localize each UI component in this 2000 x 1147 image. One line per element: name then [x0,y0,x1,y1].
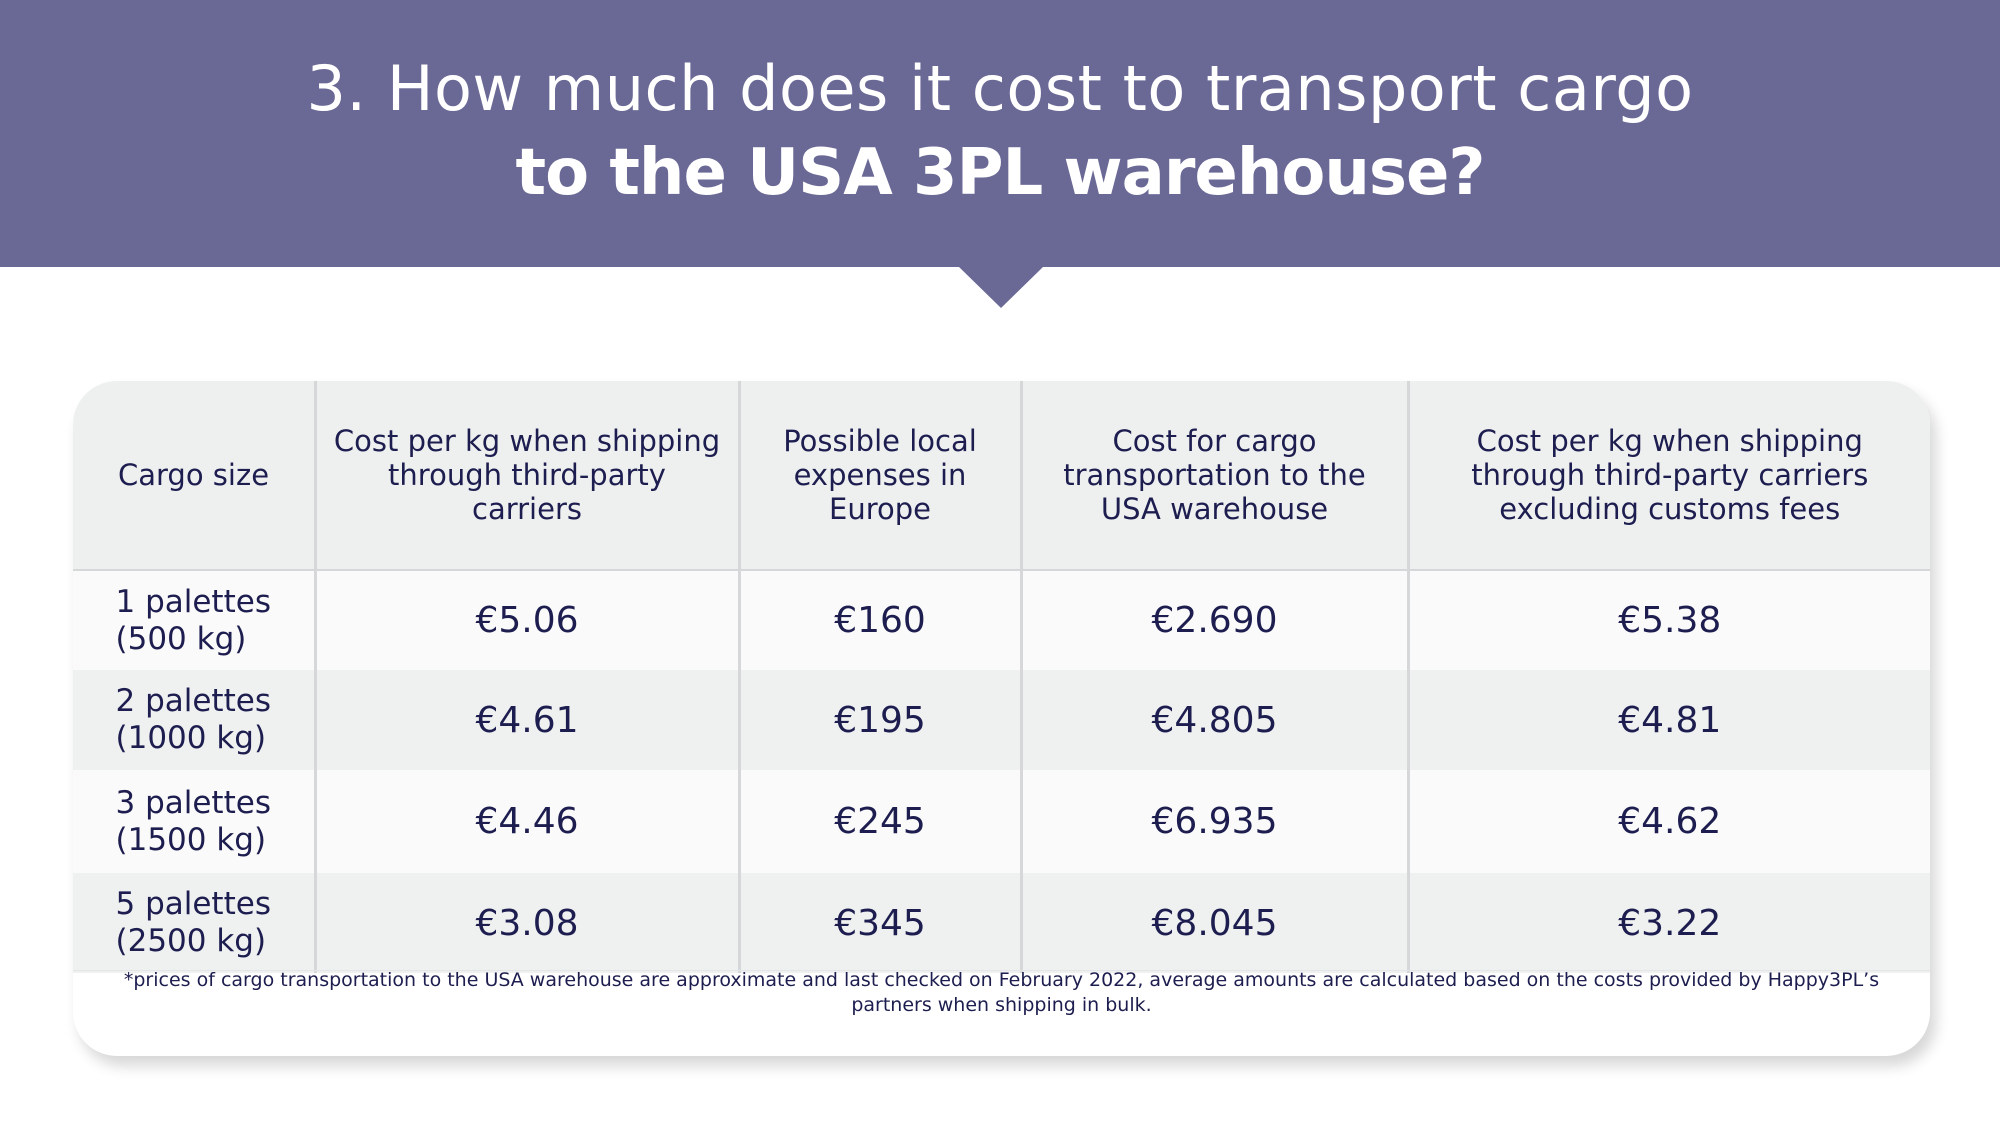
page-title-line2: to the USA 3PL warehouse? [515,136,1485,210]
table-row: 2 palettes (1000 kg) €4.61 €195 €4.805 €4… [73,670,1930,770]
cargo-size-count: 1 palettes [115,583,271,620]
cell-cost-per-kg-excl-customs: €4.81 [1406,670,1930,770]
title-banner: 3. How much does it cost to transport ca… [0,0,2000,267]
cell-transport-cost: €8.045 [1019,873,1408,973]
pricing-table: Cargo size Cost per kg when shipping thr… [73,381,1930,973]
column-header-cost-per-kg: Cost per kg when shipping through third-… [313,381,739,571]
cargo-size-count: 3 palettes [115,784,271,821]
cell-transport-cost: €2.690 [1019,570,1408,670]
table-row: 5 palettes (2500 kg) €3.08 €345 €8.045 €3… [73,873,1930,973]
cargo-size-weight: (2500 kg) [115,923,267,959]
column-header-transport-cost: Cost for cargo transportation to the USA… [1019,381,1408,571]
cell-cost-per-kg-excl-customs: €3.22 [1406,873,1930,973]
cell-cargo-size: 1 palettes (500 kg) [73,570,315,670]
cell-transport-cost: €4.805 [1019,670,1408,770]
column-header-cost-per-kg-excl-customs: Cost per kg when shipping through third-… [1406,381,1930,571]
cell-cargo-size: 3 palettes (1500 kg) [73,770,315,873]
page-title-line1: 3. How much does it cost to transport ca… [306,52,1694,125]
column-header-local-expenses: Possible local expenses in Europe [737,381,1021,571]
cell-cost-per-kg: €4.46 [313,770,739,873]
cell-cost-per-kg-excl-customs: €4.62 [1406,770,1930,873]
cargo-size-weight: (500 kg) [115,620,247,657]
cell-local-expenses: €345 [737,873,1021,973]
table-row: 3 palettes (1500 kg) €4.46 €245 €6.935 €4… [73,770,1930,873]
cell-cargo-size: 2 palettes (1000 kg) [73,670,315,770]
cargo-size-count: 2 palettes [115,683,271,719]
pricing-table-card: Cargo size Cost per kg when shipping thr… [73,381,1930,1056]
cargo-size-weight: (1000 kg) [115,720,267,756]
cell-transport-cost: €6.935 [1019,770,1408,873]
cargo-size-weight: (1500 kg) [115,821,267,858]
cell-cost-per-kg: €5.06 [313,570,739,670]
footnote: *prices of cargo transportation to the U… [123,969,1880,1016]
cell-cost-per-kg: €3.08 [313,873,739,973]
cargo-size-count: 5 palettes [115,886,271,922]
table-row: 1 palettes (500 kg) €5.06 €160 €2.690 €5.… [73,570,1930,670]
cell-cost-per-kg: €4.61 [313,670,739,770]
cell-local-expenses: €245 [737,770,1021,873]
footnote-divider [73,970,1930,971]
column-header-cargo-size: Cargo size [73,381,315,571]
cell-cargo-size: 5 palettes (2500 kg) [73,873,315,973]
cell-local-expenses: €160 [737,570,1021,670]
banner-pointer-arrow [958,266,1044,308]
cell-cost-per-kg-excl-customs: €5.38 [1406,570,1930,670]
table-header-row: Cargo size Cost per kg when shipping thr… [73,381,1930,571]
cell-local-expenses: €195 [737,670,1021,770]
